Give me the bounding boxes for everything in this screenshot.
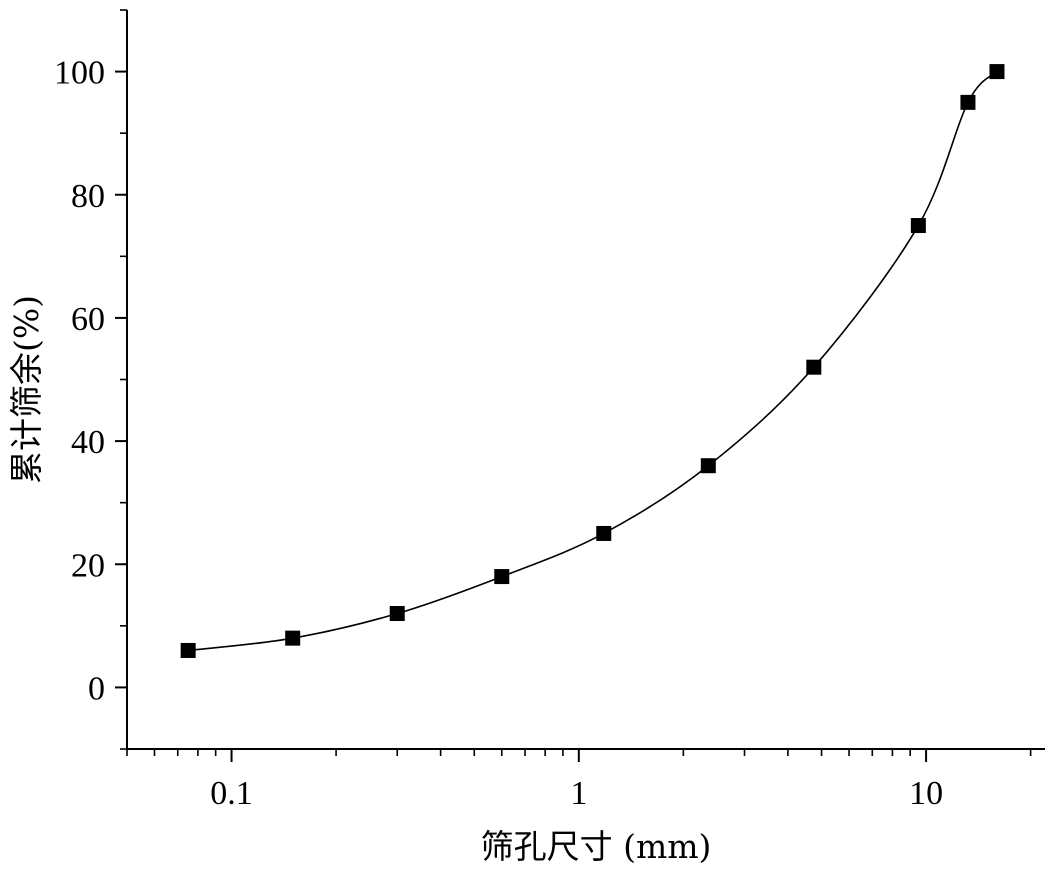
tick-labels: 0 20 40 60 80 100 0.1 1 10 bbox=[54, 55, 943, 812]
y-tick-label: 80 bbox=[71, 178, 105, 215]
data-point-marker bbox=[989, 64, 1005, 80]
y-axis-label: 累计筛余(%) bbox=[7, 295, 46, 484]
data-point-marker bbox=[389, 606, 405, 622]
y-tick-label: 60 bbox=[71, 301, 105, 338]
data-point-marker bbox=[806, 359, 822, 375]
x-tick-label: 1 bbox=[570, 775, 587, 812]
data-point-marker bbox=[700, 458, 716, 474]
data-point-marker bbox=[910, 218, 926, 234]
y-tick-label: 20 bbox=[71, 547, 105, 584]
x-tick-label: 0.1 bbox=[210, 775, 253, 812]
y-tick-label: 100 bbox=[54, 55, 105, 92]
series-markers bbox=[180, 64, 1005, 658]
y-tick-label: 40 bbox=[71, 424, 105, 461]
ticks bbox=[115, 9, 1032, 762]
data-point-marker bbox=[180, 642, 196, 658]
x-tick-label: 10 bbox=[909, 775, 943, 812]
data-point-marker bbox=[596, 525, 612, 541]
data-point-marker bbox=[494, 569, 510, 585]
data-point-marker bbox=[960, 94, 976, 110]
x-axis-label: 筛孔尺寸 (mm) bbox=[481, 827, 712, 866]
data-point-marker bbox=[285, 630, 301, 646]
series-line bbox=[188, 70, 998, 652]
y-tick-label: 0 bbox=[88, 670, 105, 707]
